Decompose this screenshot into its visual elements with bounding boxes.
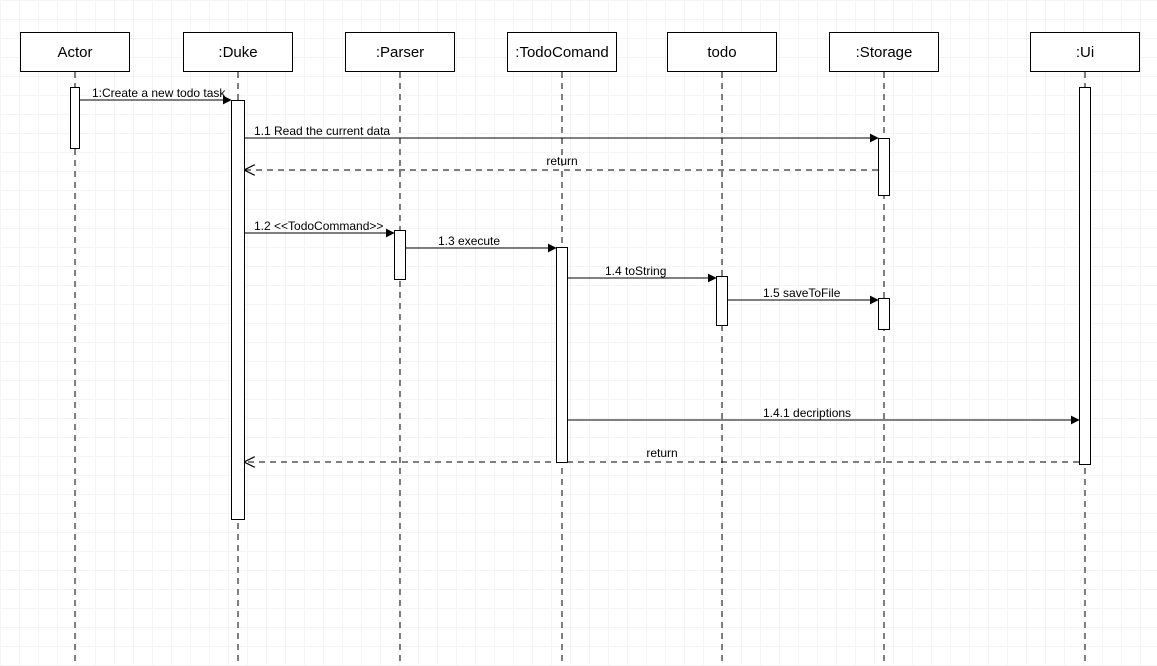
participant-todo: todo xyxy=(667,32,777,72)
participant-storage: :Storage xyxy=(829,32,939,72)
message-label: return xyxy=(546,154,577,168)
activation-bar xyxy=(716,276,728,326)
activation-bar xyxy=(70,87,80,149)
activation-bar xyxy=(1079,87,1091,465)
participant-label: :Duke xyxy=(218,44,257,61)
message-label: 1:Create a new todo task xyxy=(92,86,225,100)
participant-label: Actor xyxy=(57,44,92,61)
activation-bar xyxy=(878,138,890,196)
message-label: 1.4 toString xyxy=(605,264,666,278)
message-label: 1.5 saveToFile xyxy=(763,286,840,300)
participant-duke: :Duke xyxy=(183,32,293,72)
activation-bar xyxy=(556,247,568,463)
activation-bar xyxy=(231,100,245,520)
message-label: 1.4.1 decriptions xyxy=(763,406,851,420)
activation-bar xyxy=(878,298,890,330)
participant-parser: :Parser xyxy=(345,32,455,72)
participant-todocmd: :TodoComand xyxy=(507,32,617,72)
participant-ui: :Ui xyxy=(1030,32,1140,72)
message-label: return xyxy=(646,446,677,460)
participant-actor: Actor xyxy=(20,32,130,72)
participant-label: :TodoComand xyxy=(515,44,608,61)
activation-bar xyxy=(394,230,406,280)
participant-label: :Parser xyxy=(376,44,424,61)
message-label: 1.3 execute xyxy=(438,234,500,248)
message-label: 1.2 <<TodoCommand>> xyxy=(254,219,383,233)
participant-label: :Ui xyxy=(1076,44,1094,61)
participant-label: :Storage xyxy=(856,44,913,61)
message-label: 1.1 Read the current data xyxy=(254,124,390,138)
participant-label: todo xyxy=(707,44,736,61)
